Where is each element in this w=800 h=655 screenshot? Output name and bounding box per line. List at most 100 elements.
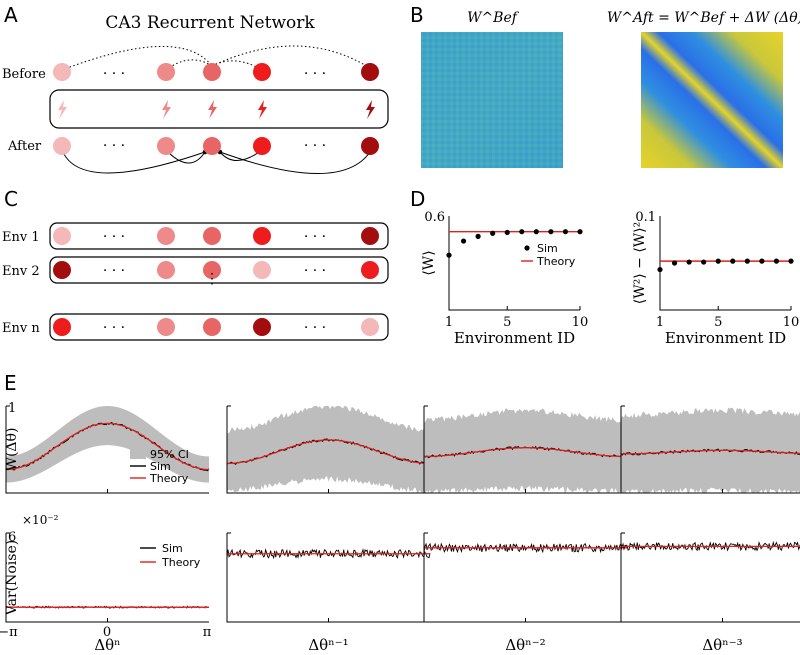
neuron <box>361 137 379 155</box>
sim-point <box>475 233 481 239</box>
ellipsis: · · · <box>304 263 326 279</box>
legend-label-sim: Sim <box>162 542 183 555</box>
neuron <box>361 261 379 279</box>
before-connection <box>211 45 371 69</box>
stimulus-row <box>58 100 375 119</box>
lightning-bolt-icon <box>208 100 217 119</box>
y-tick-label: 6 <box>8 530 16 545</box>
x-tick-label: 5 <box>503 315 511 330</box>
x-tick-label: π <box>203 625 212 640</box>
panel-b: B W^Bef W^Aft = W^Bef + ΔW (Δθ) <box>410 3 800 168</box>
neuron <box>253 261 271 279</box>
ellipsis: · · · <box>103 320 125 336</box>
sim-point <box>533 229 539 235</box>
sim-point <box>446 252 452 258</box>
ellipsis: · · · <box>103 229 125 245</box>
sim-line <box>423 542 628 554</box>
panel-letter-b: B <box>410 3 424 27</box>
legend-label-theory: Theory <box>161 556 201 569</box>
environment-box <box>49 222 389 250</box>
y-scale-label: ×10⁻² <box>22 513 59 527</box>
neuron <box>203 261 221 279</box>
environment-label: Env 2 <box>2 264 40 279</box>
lightning-bolt-icon <box>58 100 67 119</box>
subplot-top <box>5 405 210 494</box>
neuron <box>253 227 271 245</box>
sim-point <box>577 229 583 235</box>
before-connection <box>61 45 213 71</box>
neuron <box>53 227 71 245</box>
ellipsis: · · · <box>304 138 326 154</box>
environment-label: Env 1 <box>2 230 40 245</box>
neuron <box>253 318 271 336</box>
legend-marker-sim <box>524 245 530 251</box>
neuron <box>203 63 221 81</box>
legend-label-sim: Sim <box>537 242 558 255</box>
weight-matrix-after <box>641 32 783 168</box>
x-axis-label: Δθⁿ⁻³ <box>702 636 742 654</box>
x-axis-label: Δθⁿ⁻² <box>505 636 545 654</box>
theory-line <box>226 439 431 465</box>
sim-point <box>788 258 794 264</box>
sim-point <box>730 258 736 264</box>
ellipsis: · · · <box>103 138 125 154</box>
panel-c: C Env 1 · · · · · · Env 2 · · · · · · Env n · ·… <box>2 187 389 341</box>
neuron <box>253 137 271 155</box>
environment-label: Env n <box>2 321 40 336</box>
neuron <box>53 318 71 336</box>
ci-band <box>6 406 209 483</box>
x-tick-label: 0 <box>103 625 111 640</box>
x-tick-label: 1 <box>656 315 664 330</box>
y-axis-label: W(Δθ) <box>4 428 20 472</box>
neuron <box>361 318 379 336</box>
lightning-bolt-icon <box>366 100 375 119</box>
legend-label-ci: 95% CI <box>150 448 189 461</box>
sim-point <box>686 259 692 265</box>
ellipsis: · · · <box>304 320 326 336</box>
vertical-ellipsis: ⋮ <box>205 271 219 287</box>
neuron <box>361 63 379 81</box>
sim-point <box>548 229 554 235</box>
stimulus-box <box>49 89 389 129</box>
sim-point <box>744 258 750 264</box>
x-axis-label: Δθⁿ⁻¹ <box>308 636 348 654</box>
subplot-bottom: Δθⁿ⁻² <box>423 532 628 654</box>
panel-letter-c: C <box>4 187 18 211</box>
panel-letter-e: E <box>4 371 17 395</box>
ci-band <box>227 406 430 493</box>
axis <box>620 406 800 494</box>
neuron <box>157 318 175 336</box>
environment-rows: Env 1 · · · · · · Env 2 · · · · · · Env n · · ·… <box>2 222 389 341</box>
x-tick-label: 1 <box>445 315 453 330</box>
subplot-top <box>620 405 800 494</box>
before-neuron-row <box>53 63 379 81</box>
subplot-bottom: Δθⁿ⁻¹ <box>226 532 431 654</box>
sim-point <box>657 266 663 273</box>
ellipsis: · · · <box>103 66 125 82</box>
environment-row: Env 1 · · · · · · <box>2 222 389 250</box>
panel-letter-d: D <box>410 187 425 211</box>
subplot-top <box>226 405 431 494</box>
sim-point <box>504 229 510 236</box>
x-tick-label: 10 <box>572 315 589 330</box>
neuron <box>203 227 221 245</box>
theory-line <box>5 422 210 471</box>
axis <box>423 406 627 494</box>
sim-point <box>519 229 525 235</box>
neuron <box>253 63 271 81</box>
lightning-bolt-icon <box>258 100 267 119</box>
axis <box>620 533 800 623</box>
subplot-top <box>423 405 628 494</box>
axis <box>226 406 430 494</box>
after-connection <box>61 149 206 174</box>
axis <box>5 533 209 623</box>
legend-label-theory: Theory <box>536 255 576 268</box>
neuron <box>157 227 175 245</box>
x-tick-label: 10 <box>783 315 800 330</box>
subplot-bottom: Δθⁿ⁻³ <box>620 532 800 654</box>
neuron <box>53 137 71 155</box>
